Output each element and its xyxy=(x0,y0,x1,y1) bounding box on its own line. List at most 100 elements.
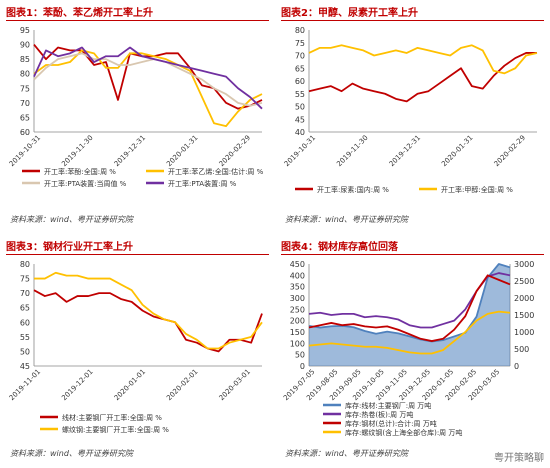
y-tick-label: 65 xyxy=(295,64,305,73)
x-tick-label: 2019-12-01 xyxy=(60,368,94,402)
title-rule-3 xyxy=(6,254,269,255)
legend-label: 开工率:苯酚:全国:周 % xyxy=(44,167,116,176)
x-tick-label: 2020-02-29 xyxy=(493,134,527,168)
chart-panel-4: 图表4：钢材库存高位回落 0 50 100 150 200 250 300 350 400 450… xyxy=(275,234,550,468)
legend-label: 螺纹钢:主要钢厂开工率:全国:周 % xyxy=(62,425,169,434)
y-tick-label: 70 xyxy=(20,99,30,108)
y-tick-label: 65 xyxy=(20,304,30,313)
legend-label: 开工率:尿素:国内:周 % xyxy=(317,185,389,194)
y-tick-label: 70 xyxy=(20,289,30,298)
title-rule-4 xyxy=(281,254,544,255)
x-tick-label: 2019-10-31 xyxy=(8,134,42,168)
legend-label: 开工率:苯乙烯:全国:估计:周 % xyxy=(168,167,264,176)
y-tick-label: 95 xyxy=(20,26,30,35)
y-tick-label: 150 xyxy=(290,328,305,337)
chart-panel-3: 图表3：钢材行业开工率上升 45 50 55 60 65 70 75 80 2019-11-01… xyxy=(0,234,275,468)
y-tick-label: 85 xyxy=(20,55,30,64)
source-note-1: 资料来源：wind、粤开证券研究院 xyxy=(10,215,133,224)
y-tick-label: 50 xyxy=(295,103,305,112)
y-tick-label: 65 xyxy=(20,113,30,122)
title-rule-1 xyxy=(6,20,269,21)
chart-title-4: 图表4：钢材库存高位回落 xyxy=(281,242,398,253)
x-tick-label: 2020-03-01 xyxy=(218,368,252,402)
x-tick-label: 2019-12-31 xyxy=(388,134,422,168)
series-line xyxy=(33,46,263,110)
x-tick-label: 2020-02-01 xyxy=(165,368,199,402)
legend-label: 库存:钢材(总计):合计:周 万吨 xyxy=(345,419,437,428)
legend-label: 线材:主要钢厂开工率:全国:周 % xyxy=(62,413,162,422)
y-tick-label: 75 xyxy=(20,84,30,93)
y-tick-label: 400 xyxy=(290,271,305,280)
y-tick-label: 80 xyxy=(20,260,30,269)
y-tick-label: 450 xyxy=(290,260,305,269)
y-tick-label: 60 xyxy=(20,318,30,327)
y-tick-label: 300 xyxy=(290,294,305,303)
x-tick-label: 2020-02-29 xyxy=(218,134,252,168)
y-tick-label: 55 xyxy=(20,333,30,342)
chart-3: 45 50 55 60 65 70 75 80 2019-11-01 2019-12-01 2020… xyxy=(8,260,263,434)
y-tick-label: 40 xyxy=(295,128,305,137)
y2-tick-label: 2500 xyxy=(514,277,534,286)
y-tick-label: 50 xyxy=(295,351,305,360)
source-note-2: 资料来源：wind、粤开证券研究院 xyxy=(285,215,408,224)
y-tick-label: 70 xyxy=(295,52,305,61)
watermark: 粤开策略聊 xyxy=(494,453,544,464)
y2-tick-label: 1500 xyxy=(514,311,534,320)
legend-label: 库存:热卷(板):周 万吨 xyxy=(345,410,413,419)
y2-tick-label: 500 xyxy=(514,345,529,354)
series-line xyxy=(33,52,263,107)
y-tick-label: 75 xyxy=(20,275,30,284)
x-tick-label: 2019-11-01 xyxy=(8,368,42,402)
y-tick-label: 90 xyxy=(20,41,30,50)
chart-panel-1: 图表1：苯酚、苯乙烯开工率上升 60 65 70 75 80 85 90 95 2019-10-… xyxy=(0,0,275,234)
series-line xyxy=(308,310,511,355)
source-note-4: 资料来源：wind、粤开证券研究院 xyxy=(285,449,408,458)
series-line xyxy=(308,52,537,103)
series-line xyxy=(308,44,538,75)
x-tick-label: 2019-11-30 xyxy=(60,134,94,168)
y-tick-label: 0 xyxy=(300,362,305,371)
y-tick-label: 80 xyxy=(20,70,30,79)
chart-title-2: 图表2：甲醇、尿素开工率上升 xyxy=(281,8,418,19)
chart-1: 60 65 70 75 80 85 90 95 2019-10-31 2019-11-30 2019… xyxy=(8,26,264,188)
y-tick-label: 80 xyxy=(295,26,305,35)
y2-tick-label: 2000 xyxy=(514,294,534,303)
y2-tick-label: 0 xyxy=(514,362,519,371)
x-tick-label: 2019-10-31 xyxy=(283,134,317,168)
title-rule-2 xyxy=(281,20,544,21)
x-tick-label: 2020-01-01 xyxy=(113,368,147,402)
series-line xyxy=(33,49,263,128)
y-tick-label: 250 xyxy=(290,305,305,314)
x-tick-label: 2019-12-31 xyxy=(113,134,147,168)
x-tick-label: 2020-01-31 xyxy=(165,134,199,168)
chart-title-1: 图表1：苯酚、苯乙烯开工率上升 xyxy=(6,8,153,19)
y-tick-label: 50 xyxy=(20,347,30,356)
series-line xyxy=(33,289,263,353)
legend-label: 开工率:甲醇:全国:周 % xyxy=(441,185,513,194)
chart-title-3: 图表3：钢材行业开工率上升 xyxy=(6,242,133,253)
y-tick-label: 45 xyxy=(295,115,305,124)
y-tick-label: 55 xyxy=(295,90,305,99)
y-tick-label: 350 xyxy=(290,283,305,292)
series-line xyxy=(308,274,511,342)
series-line xyxy=(34,271,263,350)
legend-label: 开工率:PTA装置:当周值 % xyxy=(44,179,127,188)
y-tick-label: 45 xyxy=(20,362,30,371)
series-area xyxy=(309,264,510,366)
chart-panel-2: 图表2：甲醇、尿素开工率上升 40 45 50 55 60 65 70 75 80 2019-10… xyxy=(275,0,550,234)
series-line xyxy=(33,43,263,110)
chart-2: 40 45 50 55 60 65 70 75 80 2019-10-31 2019-11-30 20… xyxy=(283,26,538,194)
y-tick-label: 200 xyxy=(290,317,305,326)
y2-tick-label: 1000 xyxy=(514,328,534,337)
y-tick-label: 75 xyxy=(295,39,305,48)
chart-4: 0 50 100 150 200 250 300 350 400 450 0 500 1000 1500 2… xyxy=(282,260,534,437)
source-note-3: 资料来源：wind、粤开证券研究院 xyxy=(10,449,133,458)
y-tick-label: 60 xyxy=(20,128,30,137)
y-tick-label: 60 xyxy=(295,77,305,86)
legend-label: 库存:线材:主要钢厂:周 万吨 xyxy=(345,401,431,410)
x-tick-label: 2019-11-30 xyxy=(335,134,369,168)
y-tick-label: 100 xyxy=(290,339,305,348)
legend-label: 库存:螺纹钢(含上海全部仓库):周 万吨 xyxy=(345,428,462,437)
legend-label: 开工率:PTA装置:周 % xyxy=(168,179,237,188)
y2-tick-label: 3000 xyxy=(514,260,534,269)
